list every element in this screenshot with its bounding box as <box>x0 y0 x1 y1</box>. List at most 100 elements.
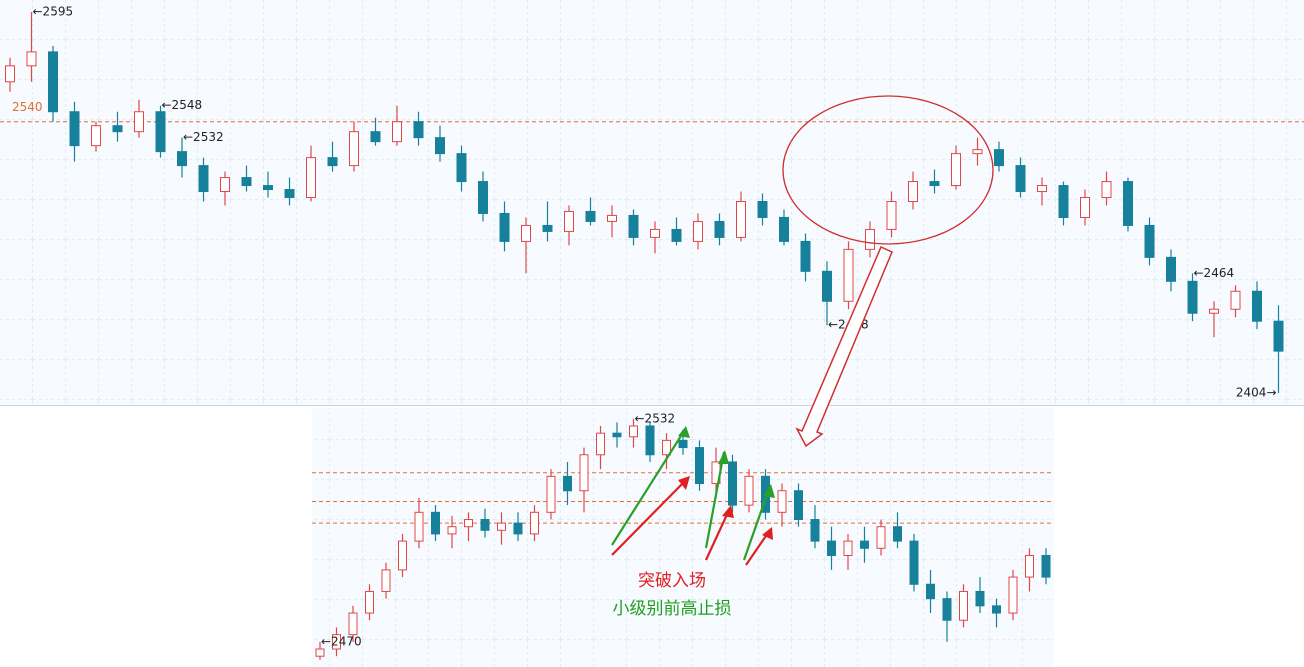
candle-body <box>546 475 556 513</box>
candle-body <box>1252 290 1262 322</box>
candle-body <box>521 224 531 242</box>
candle-body <box>499 212 510 242</box>
candle-body <box>1008 576 1018 614</box>
candle-body <box>1101 181 1112 199</box>
note-entry: 突破入场 <box>638 571 706 591</box>
price-annotation: 2404→ <box>1236 386 1277 400</box>
candle-body <box>91 125 101 147</box>
candle-body <box>886 201 897 230</box>
candle-body <box>596 432 605 456</box>
candle-body <box>220 177 230 193</box>
candle-body <box>332 634 341 650</box>
candle-body <box>800 240 811 272</box>
candle-body <box>645 425 655 456</box>
candle-body <box>177 151 187 167</box>
candle-body <box>365 590 374 614</box>
candle-body <box>585 210 596 222</box>
candle-body <box>69 111 80 147</box>
highlight-circle <box>782 95 994 245</box>
candle-body <box>843 540 853 556</box>
candle-body <box>843 248 854 302</box>
candle-body <box>628 214 639 238</box>
candle-body <box>1230 290 1241 310</box>
candle-body <box>1025 554 1034 578</box>
candle-body <box>563 475 572 492</box>
candle-body <box>398 540 407 571</box>
candle-body <box>992 605 1001 614</box>
candle-body <box>112 125 123 133</box>
candle-body <box>612 432 622 438</box>
candle-body <box>134 111 144 133</box>
price-annotation: ←2464 <box>1194 266 1235 280</box>
reference-label: 2540 <box>12 100 43 114</box>
candle-body <box>284 189 295 199</box>
candle-body <box>414 511 424 542</box>
candle-body <box>994 149 1004 167</box>
candle-body <box>827 540 836 556</box>
candle-body <box>865 228 875 250</box>
price-annotation: ←2548 <box>162 98 203 112</box>
candle-body <box>714 220 725 238</box>
candle-body <box>1037 185 1047 193</box>
candle-body <box>736 201 746 238</box>
candle-body <box>348 612 358 636</box>
candle-body <box>349 131 359 167</box>
candle-body <box>1015 165 1026 193</box>
candle-body <box>909 540 919 585</box>
candle-body <box>327 157 338 167</box>
candle-body <box>629 425 638 438</box>
candle-body <box>315 648 325 657</box>
candle-body <box>607 214 617 222</box>
candle-body <box>431 511 440 535</box>
candle-body <box>810 519 820 542</box>
candle-body <box>1058 185 1069 218</box>
candle-body <box>794 490 803 521</box>
price-annotation: ←2595 <box>33 4 74 18</box>
candle-body <box>198 165 209 193</box>
top-grid <box>0 0 1304 405</box>
candle-body <box>1080 197 1090 218</box>
candle-body <box>951 153 961 187</box>
entry-arrows <box>611 426 775 566</box>
candle-body <box>26 51 37 67</box>
candle-body <box>1123 181 1133 226</box>
candle-body <box>929 181 940 187</box>
candle-body <box>1144 224 1155 258</box>
candle-body <box>777 490 787 513</box>
candle-body <box>757 201 768 218</box>
candle-body <box>662 439 671 456</box>
candle-body <box>1187 280 1198 314</box>
candle-body <box>779 216 789 242</box>
candle-body <box>671 228 682 242</box>
candle-body <box>241 177 252 187</box>
candle-body <box>860 540 869 549</box>
candle-body <box>876 526 886 549</box>
candle-body <box>579 454 589 492</box>
candle-body <box>926 583 935 600</box>
candle-body <box>478 181 488 214</box>
candle-body <box>263 185 273 191</box>
candle-body <box>650 228 660 238</box>
candle-body <box>1273 320 1284 352</box>
candle-body <box>564 210 574 232</box>
candle-body <box>972 149 983 155</box>
candle-body <box>678 439 688 449</box>
candle-body <box>5 65 15 83</box>
candle-body <box>513 522 523 535</box>
candle-body <box>695 447 704 485</box>
candle-body <box>959 590 968 621</box>
candle-body <box>464 519 473 528</box>
candle-body <box>1166 256 1176 282</box>
candle-body <box>893 526 902 542</box>
candle-body <box>456 153 467 183</box>
candle-body <box>413 121 424 139</box>
candle-body <box>155 111 166 153</box>
candle-body <box>975 590 985 607</box>
candle-body <box>908 181 918 203</box>
candle-body <box>497 522 506 531</box>
zoom-arrow <box>795 246 893 448</box>
price-annotation: ←2532 <box>635 411 676 425</box>
candle-body <box>370 131 381 143</box>
